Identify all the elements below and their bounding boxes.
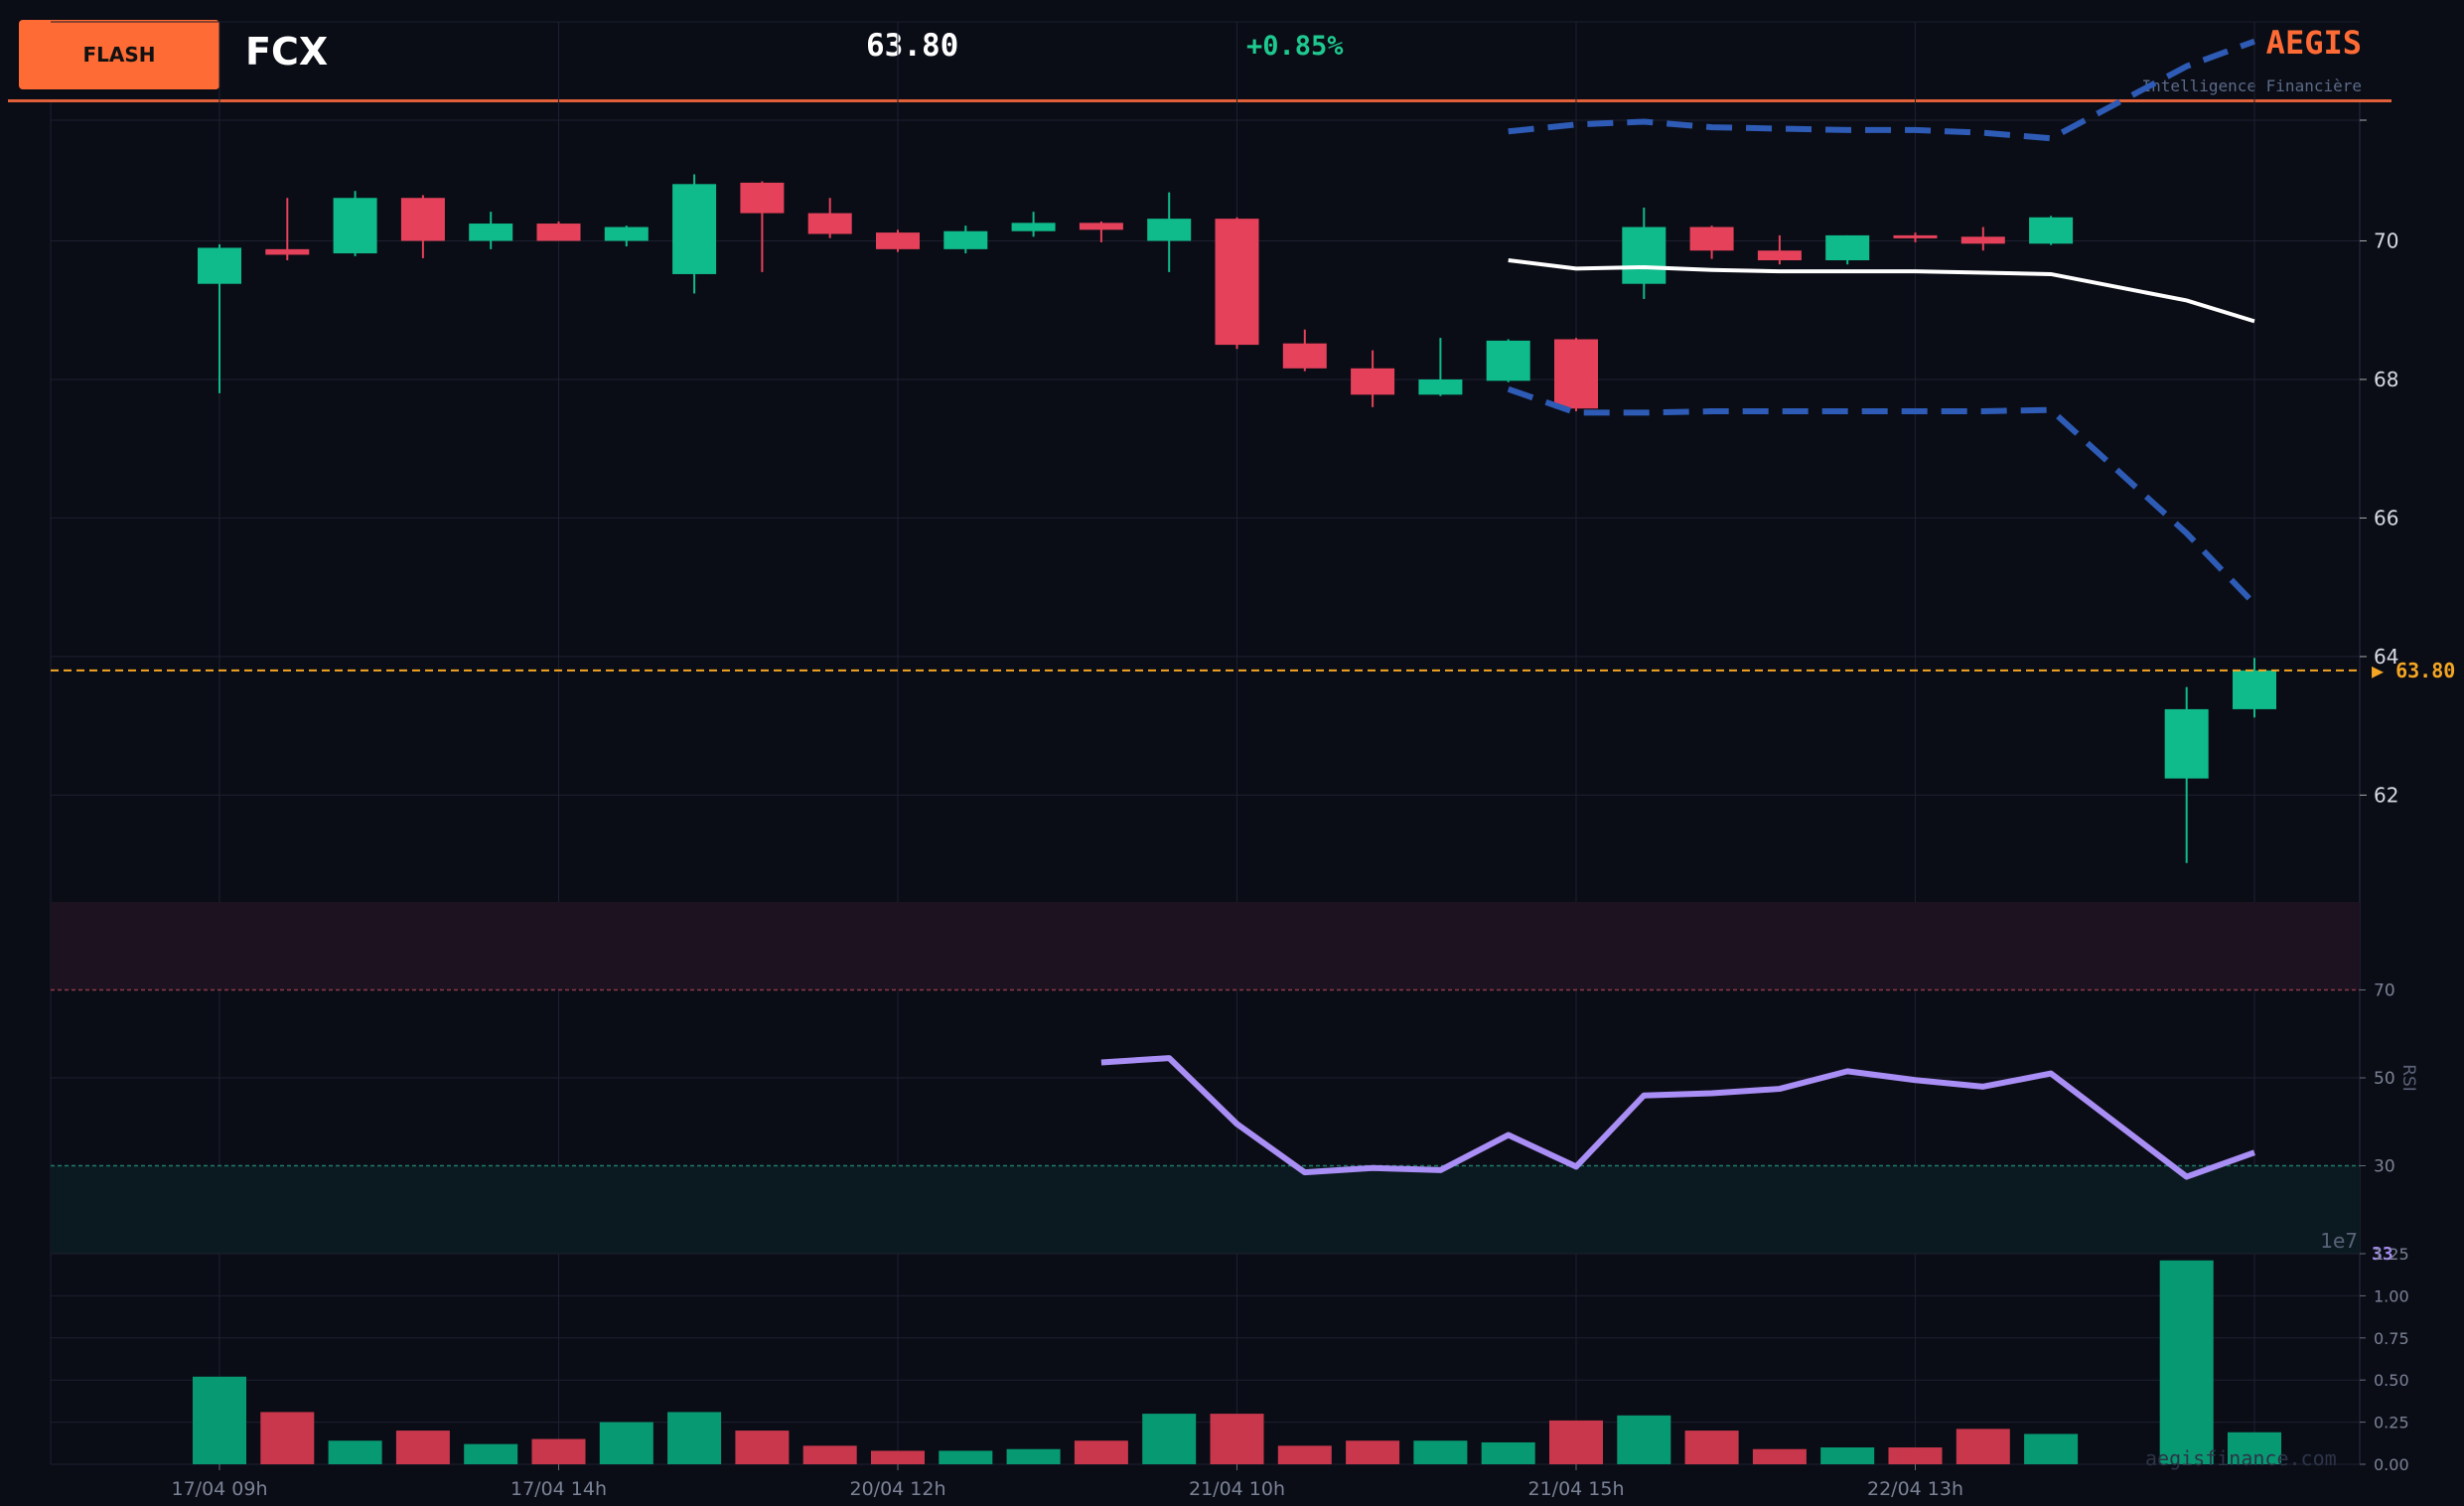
volume-bar [1413,1440,1468,1464]
price-tick-label: 66 [2374,506,2398,529]
volume-bar [939,1450,993,1464]
rsi-tick-label: 70 [2374,981,2395,1001]
rsi-tick-label: 50 [2374,1069,2395,1089]
rsi-line [1100,1055,2256,1180]
candle-body [1215,219,1259,346]
volume-bar [1481,1441,1535,1464]
candle-body [1418,378,1463,395]
volume-tick-label: 0.75 [2374,1329,2409,1348]
candle-body [400,198,445,241]
x-tick-label: 21/04 15h [1527,1478,1624,1500]
candle-body [1960,236,2005,244]
candle-body [1011,223,1056,231]
volume-bar [1820,1447,1875,1464]
ticker-symbol: FCX [245,30,329,74]
candle-body [740,182,785,214]
candle-body [2233,670,2276,709]
rsi-oversold-zone [51,1165,2360,1254]
candle-body [2029,217,2074,244]
volume-tick-label: 1.25 [2374,1245,2409,1264]
candle-body [604,226,649,241]
brand-tagline: Intelligence Financière [2141,76,2362,95]
volume-bar [193,1376,246,1464]
candle-body [198,247,241,284]
candle-body [1825,234,1870,261]
price-tick-label: 64 [2374,645,2398,669]
candle-body [1689,226,1734,251]
candle-body [1351,368,1395,395]
price-tick-label: 68 [2374,368,2398,391]
x-tick-label: 21/04 10h [1189,1478,1285,1500]
candle-body [1486,340,1530,381]
volume-bar [531,1438,586,1464]
x-tick-label: 17/04 14h [510,1478,607,1500]
rsi-axis-label: RSI [2398,1064,2418,1092]
current-price: 63.80 [866,28,959,64]
volume-bar [1074,1440,1128,1464]
volume-scale-label: 1e7 [2320,1229,2358,1253]
candle-body [672,184,717,274]
volume-tick-label: 1.00 [2374,1286,2409,1305]
candle-body [2164,708,2209,779]
volume-bar [1006,1448,1061,1464]
price-change: +0.85% [1246,31,1344,62]
candle-body [1622,226,1667,284]
candle-body [333,198,377,254]
candle-body [1079,223,1123,230]
bollinger-upper [1508,38,2256,142]
bollinger-middle [1508,258,2255,324]
candle-body [1757,250,1802,261]
rsi-last-label: 33 [2372,1244,2393,1265]
volume-bar [1888,1447,1943,1464]
volume-bar [1752,1448,1807,1464]
volume-bar [735,1431,790,1464]
x-tick-label: 17/04 09h [171,1478,267,1500]
volume-bar [260,1412,315,1464]
rsi-overbought-zone [51,902,2360,990]
candle-body [265,248,310,255]
flash-badge: FLASH [19,20,219,89]
candle-body [943,230,988,249]
volume-bar [599,1422,653,1464]
candle-body [876,232,920,249]
header-divider [8,99,2392,102]
volume-bar [1210,1414,1264,1464]
volume-tick-label: 0.00 [2374,1455,2409,1474]
rsi-tick-label: 30 [2374,1157,2395,1177]
volume-bar [1549,1420,1603,1464]
volume-bar [1956,1429,2010,1464]
volume-bar [667,1412,722,1464]
volume-bar [2159,1260,2214,1464]
volume-bar [1277,1445,1332,1464]
volume-bar [1142,1414,1197,1464]
volume-tick-label: 0.25 [2374,1414,2409,1432]
candle-body [536,224,581,241]
last-price-label: ▶ 63.80 [2372,659,2455,682]
volume-bar [802,1445,857,1464]
volume-bar [2228,1431,2281,1464]
volume-bar [328,1440,382,1464]
bollinger-lower [1507,385,2257,606]
x-tick-label: 22/04 13h [1867,1478,1963,1500]
brand-logo: AEGIS [2265,24,2362,62]
volume-bar [2024,1433,2079,1464]
volume-bar [1684,1431,1739,1464]
volume-bar [1617,1415,1671,1464]
volume-bar [1346,1440,1400,1464]
candle-body [1147,219,1192,241]
candle-body [1554,339,1598,409]
candle-body [469,224,513,241]
price-tick-label: 62 [2374,783,2398,807]
candle-body [807,213,852,234]
price-tick-label: 70 [2374,228,2398,252]
volume-bar [871,1450,925,1464]
watermark: aegisfinance.com [2145,1446,2337,1470]
candle-body [1282,343,1327,369]
x-tick-label: 20/04 12h [849,1478,945,1500]
candle-body [1893,234,1938,238]
volume-bar [395,1431,450,1464]
volume-tick-label: 0.50 [2374,1371,2409,1390]
volume-bar [464,1443,518,1464]
